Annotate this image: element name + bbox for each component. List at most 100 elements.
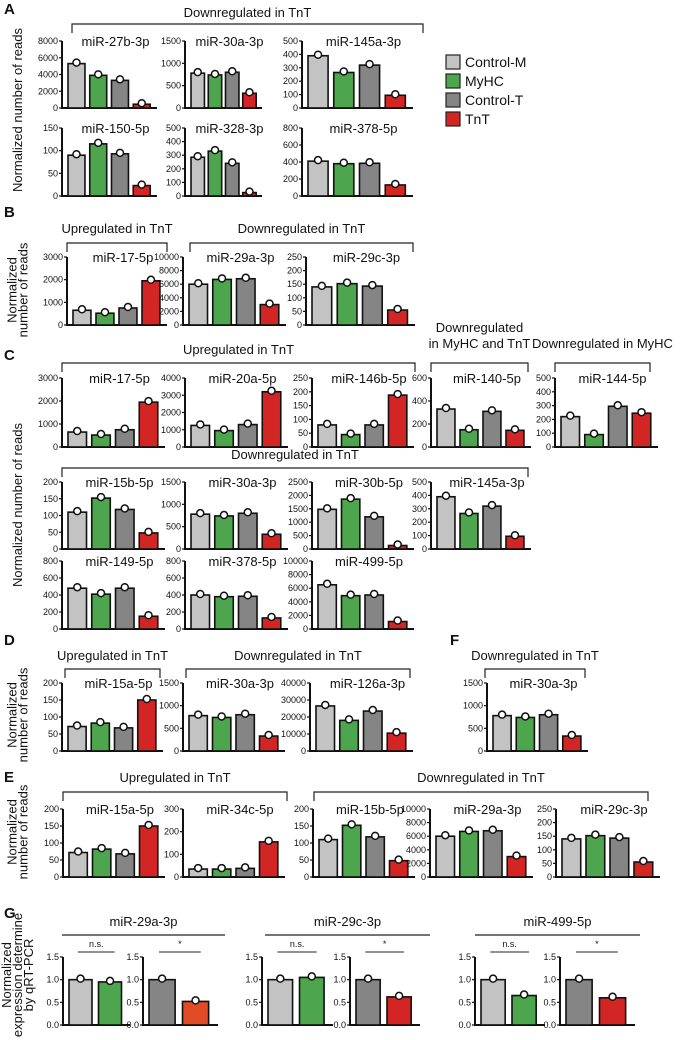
data-point <box>241 273 251 283</box>
data-point <box>264 730 273 740</box>
bar-tnt <box>598 996 627 1026</box>
y-tick-label: 600 <box>43 573 58 583</box>
y-tick-label: 0 <box>53 103 58 113</box>
bar-chart: 0 200 400 600 miR-140-5p <box>412 371 531 452</box>
panel-letter-G: G <box>4 905 16 922</box>
bracket-label: Upregulated in TnT <box>119 770 230 785</box>
bar-myhc <box>459 512 479 550</box>
bar-myhc <box>91 848 112 878</box>
bar-control-t <box>482 505 502 550</box>
bar-control-t <box>237 512 258 550</box>
y-tick-label: 100 <box>164 849 179 859</box>
y-tick-label: 1500 <box>159 678 179 688</box>
data-point <box>344 715 354 724</box>
bracket-label: Downregulated in TnT <box>238 221 366 236</box>
chart-title: miR-146b-5p <box>331 371 406 386</box>
data-point <box>73 426 82 436</box>
bar-chart: 0 2000 4000 6000 8000 10000 miR-499-5p <box>283 554 414 634</box>
bar-control-m <box>67 154 86 197</box>
bar-control-t <box>607 405 628 448</box>
bar-control-t <box>110 153 130 197</box>
bar-control-m <box>190 156 206 197</box>
data-point <box>567 833 576 843</box>
panel-letter-E: E <box>4 769 14 786</box>
chart-title: miR-27b-3p <box>82 34 150 49</box>
data-point <box>392 727 401 737</box>
y-tick-label: 0 <box>422 442 427 452</box>
y-tick-label: 400 <box>412 490 427 500</box>
chart-title: miR-144-5p <box>579 371 647 386</box>
data-point <box>615 832 624 842</box>
data-point <box>519 990 529 999</box>
bar-tnt <box>136 699 157 752</box>
bracket-label: miR-29c-3p <box>314 914 381 929</box>
y-tick-label: 0 <box>293 103 298 113</box>
y-axis-label: Normalized number of reads <box>10 422 25 587</box>
y-tick-label: 1.5 <box>458 952 471 962</box>
data-point <box>613 401 623 410</box>
y-tick-label: 2000 <box>406 858 426 868</box>
y-tick-label: 0.5 <box>333 997 346 1007</box>
group-bracket <box>62 791 288 801</box>
bar-chart: 0 50 100 150 200 250 miR-29c-3p <box>287 250 415 330</box>
y-tick-label: 200 <box>164 827 179 837</box>
data-point <box>510 531 520 540</box>
bar-control-t <box>364 516 385 550</box>
chart-title: miR-140-5p <box>453 371 521 386</box>
y-axis-label-line: Normalized <box>5 682 20 748</box>
y-tick-label: 200 <box>412 419 427 429</box>
y-tick-label: 4000 <box>288 597 308 607</box>
bar-myhc <box>458 830 480 878</box>
y-tick-label: 250 <box>293 373 308 383</box>
data-point <box>243 591 253 600</box>
bar-control-m <box>436 495 456 550</box>
bar-control-m <box>492 714 512 752</box>
y-tick-label: 600 <box>412 373 427 383</box>
y-tick-label: 1.5 <box>543 952 556 962</box>
bar-control-t <box>237 423 258 448</box>
bar-control-m <box>560 415 581 448</box>
y-tick-label: 1.5 <box>126 952 139 962</box>
data-point <box>464 826 474 835</box>
y-tick-label: 250 <box>537 804 552 814</box>
bar-control-t <box>358 64 381 109</box>
bracket-label: Downregulated in MyHC <box>532 336 673 351</box>
y-tick-label: 0 <box>303 442 308 452</box>
bar-control-m <box>188 283 209 326</box>
data-point <box>566 411 575 420</box>
data-point <box>142 694 152 704</box>
data-point <box>73 847 83 856</box>
bar-control-t <box>224 71 240 109</box>
data-point <box>307 972 317 981</box>
y-tick-label: 10000 <box>281 729 306 739</box>
data-point <box>219 425 229 434</box>
data-point <box>267 386 276 396</box>
data-point <box>193 863 203 873</box>
bar-tnt <box>631 412 652 448</box>
y-tick-label: 0 <box>176 442 181 452</box>
data-point <box>210 145 220 155</box>
bar-control-t <box>482 829 503 878</box>
y-tick-label: 50 <box>299 855 309 865</box>
bar-control-t <box>237 595 258 630</box>
y-tick-label: 8000 <box>38 36 58 46</box>
y-tick-label: 100 <box>293 414 308 424</box>
bar-control-m <box>267 978 294 1026</box>
y-tick-label: 1500 <box>161 477 181 487</box>
y-axis-label-line: Normalized <box>5 799 20 865</box>
data-point <box>276 974 285 983</box>
data-point <box>574 974 584 983</box>
chart-title: miR-29c-3p <box>333 250 400 265</box>
bar-control-t <box>110 79 130 109</box>
group-bracket <box>189 242 414 252</box>
bar-chart: 0 2000 4000 6000 8000 10000 miR-29a-3p <box>154 250 286 330</box>
data-point <box>639 856 648 866</box>
bar-chart: 0.0 0.5 1.0 1.5 n.s. <box>245 939 333 1030</box>
data-point <box>346 429 355 438</box>
y-tick-label: 0 <box>297 320 302 330</box>
data-point <box>96 429 106 439</box>
chart-title: miR-378-5p <box>330 121 398 136</box>
y-tick-label: 300 <box>283 63 298 73</box>
data-point <box>115 75 125 84</box>
data-point <box>464 508 474 517</box>
